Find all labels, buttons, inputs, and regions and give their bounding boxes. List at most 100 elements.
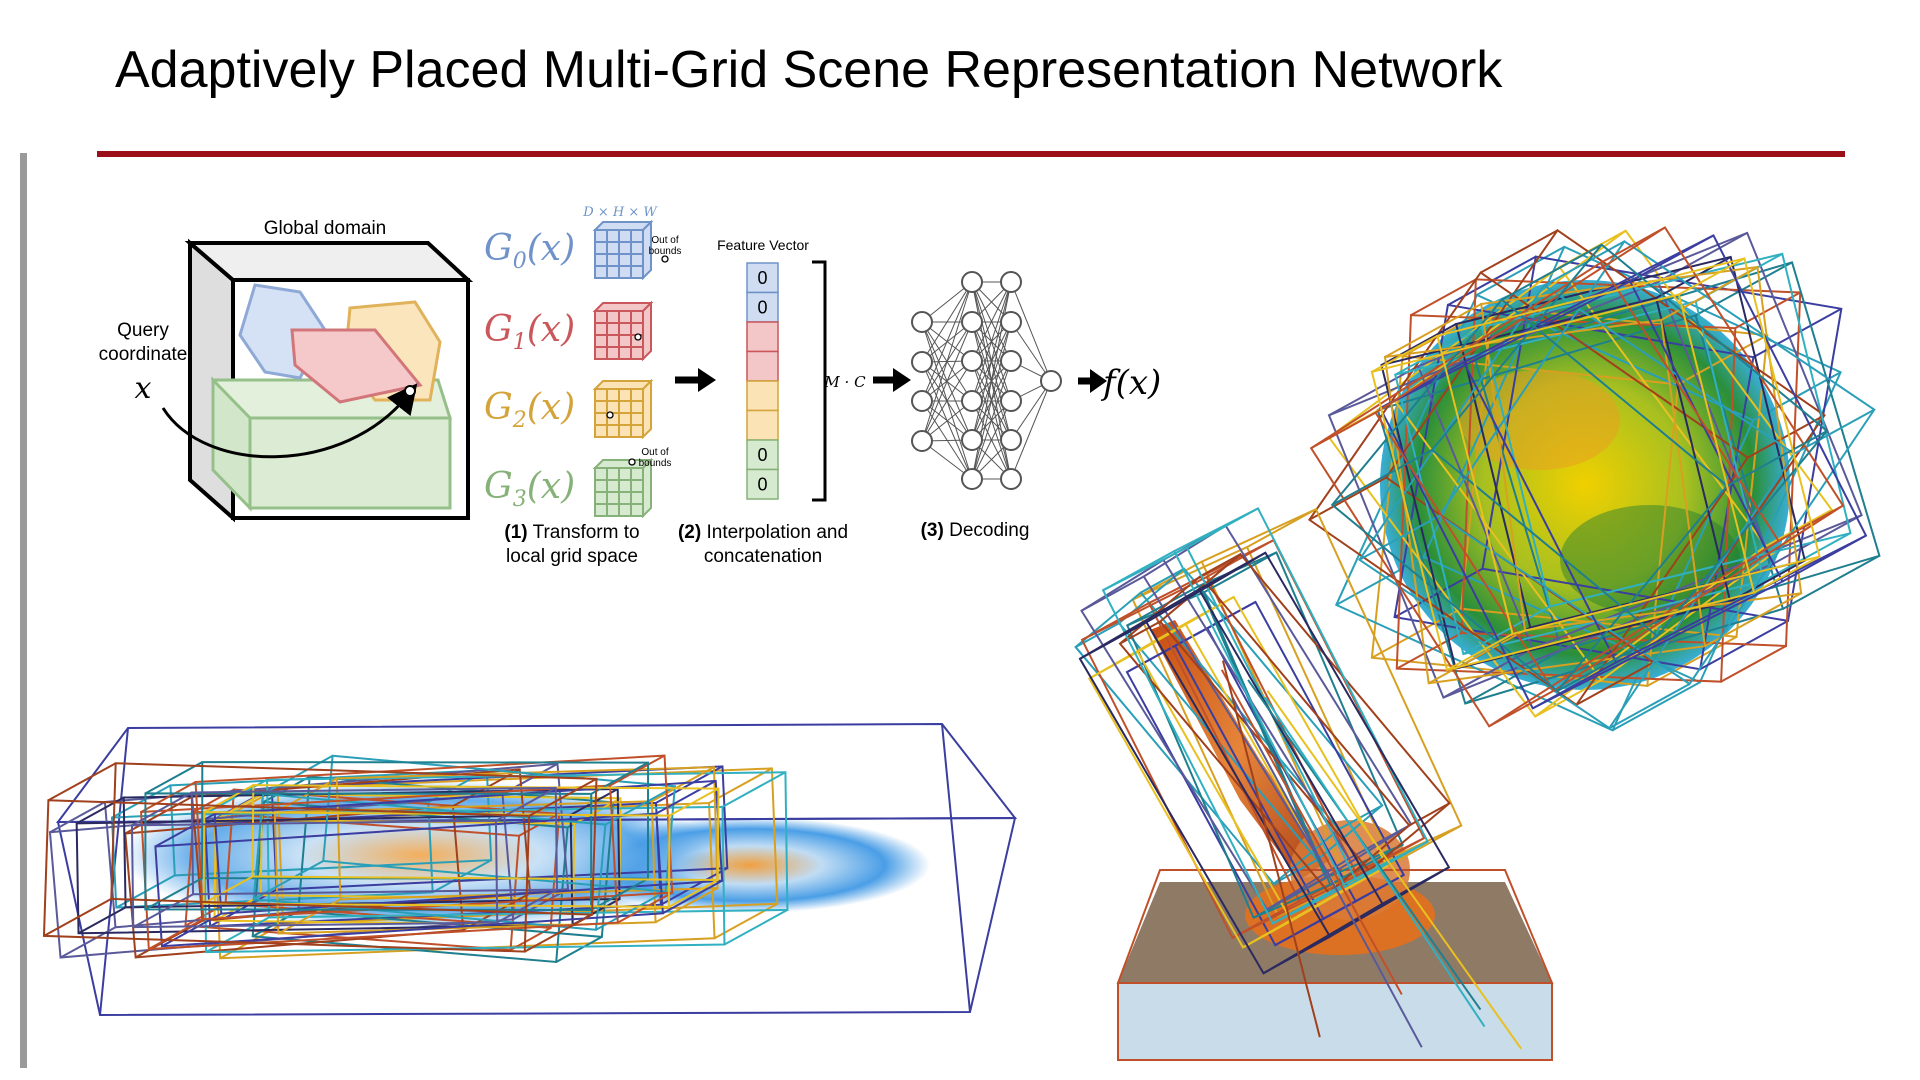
network-edge (1010, 321, 1052, 382)
feature-cell (746, 380, 779, 412)
pipeline-diagram: Global domain Query coordinate x D × H ×… (99, 205, 1162, 567)
grid-cube-1 (592, 300, 654, 362)
impact-wireframe (1101, 507, 1429, 925)
slide-title: Adaptively Placed Multi-Grid Scene Repre… (115, 41, 1503, 99)
grid-function-name: G (484, 466, 513, 507)
impact-base-side (1118, 983, 1552, 1060)
grid-function-arg: (x) (527, 309, 575, 350)
query-label-line1: Query (117, 320, 169, 341)
step-2-num: (2) (678, 522, 701, 543)
grid-function-2: G2(x) (484, 387, 575, 433)
impact-domain-box (1116, 869, 1554, 1061)
grid-rows: G0(x)G1(x)G2(x)G3(x) (484, 219, 669, 519)
sample-point-1 (634, 333, 642, 341)
side-bar (20, 153, 27, 1068)
out-of-bounds-1-line1: Out of (651, 235, 678, 246)
impact-wire-line (1264, 696, 1486, 1028)
step-1-line2: local grid space (506, 546, 638, 567)
grid-cube-0 (592, 219, 654, 281)
grid-function-sub: 0 (513, 249, 527, 274)
query-symbol: x (135, 371, 152, 406)
step-2-text: Interpolation and (706, 522, 848, 543)
sample-point-0 (661, 255, 669, 263)
feature-cell (746, 439, 779, 471)
step-3-line1: (3) Decoding (921, 520, 1030, 541)
network-node (961, 429, 983, 451)
network-node (961, 271, 983, 293)
jet-wireframe (42, 762, 598, 953)
global-domain-box (161, 238, 474, 523)
feature-cell (746, 262, 779, 294)
step-3-text: Decoding (949, 520, 1029, 541)
network-node (961, 350, 983, 372)
impact-wire-line (1231, 696, 1423, 1048)
feature-cell-value: 0 (757, 475, 767, 495)
network-edge (1010, 380, 1052, 480)
jet-visualization (42, 722, 1018, 1017)
network-node (961, 390, 983, 412)
network-node (1000, 390, 1022, 412)
feature-cell (746, 321, 779, 353)
network-node (1000, 311, 1022, 333)
grid-function-name: G (484, 309, 513, 350)
network-edge (971, 321, 1012, 480)
impact-visualization (1074, 507, 1554, 1061)
step-1-num: (1) (504, 522, 527, 543)
feature-cell-value: 0 (757, 445, 767, 465)
grid-cube-2 (592, 378, 654, 440)
network-node (1000, 350, 1022, 372)
sphere-visualization (1307, 226, 1881, 732)
network-edge (971, 281, 1012, 362)
grid-function-0: G0(x) (484, 228, 575, 274)
network-edges (921, 281, 1052, 480)
feature-vector: 0 0 0 0 (746, 262, 779, 500)
sphere-wireframe (1358, 239, 1876, 730)
step-1-line1: (1) Transform to (504, 522, 639, 543)
feature-bracket (812, 260, 827, 502)
query-label-line2: coordinate (99, 344, 188, 365)
grid-function-arg: (x) (527, 466, 575, 507)
network-node (1040, 370, 1062, 392)
jet-wireframes (42, 754, 789, 964)
network-edge (921, 281, 973, 402)
network-edge (921, 281, 973, 363)
output-label: f(x) (1100, 363, 1161, 403)
arrow-to-feature-head (698, 368, 716, 392)
impact-wire-line (1266, 690, 1522, 1050)
network-node (1000, 429, 1022, 451)
grid-function-3: G3(x) (484, 466, 575, 512)
grid-function-sub: 2 (512, 408, 527, 433)
grid-function-1: G1(x) (484, 309, 575, 355)
network-edge (1010, 380, 1052, 441)
arrow-to-network-head (893, 368, 911, 392)
feature-cell-value: 0 (757, 268, 767, 288)
grid-function-name: G (484, 387, 513, 428)
network-edge (921, 281, 973, 442)
jet-domain-box (56, 722, 1018, 1017)
network-edge (921, 321, 973, 442)
global-domain-label: Global domain (264, 218, 387, 239)
network-edge (971, 281, 1012, 402)
grid-function-sub: 1 (513, 330, 527, 355)
feature-cell (746, 291, 779, 323)
network-edge (1010, 281, 1052, 382)
network-node (1000, 468, 1022, 490)
grid-function-sub: 3 (513, 487, 527, 512)
network-node (961, 468, 983, 490)
network-nodes (911, 271, 1062, 490)
step-1-text: Transform to (533, 522, 640, 543)
sample-point-3 (628, 458, 636, 466)
impact-wireframe (1078, 551, 1451, 975)
grid-dims-label: D × H × W (582, 205, 658, 220)
grid-function-name: G (484, 228, 513, 269)
step-2-line2: concatenation (704, 546, 822, 567)
title-rule (97, 151, 1845, 157)
feature-cell (746, 409, 779, 441)
sphere-wireframe (1378, 234, 1868, 710)
impact-wire-line (1220, 669, 1403, 995)
feature-cell (746, 350, 779, 382)
network-edge (971, 281, 1012, 441)
sphere-wireframes (1307, 226, 1881, 732)
sphere-wireframe (1330, 243, 1829, 693)
